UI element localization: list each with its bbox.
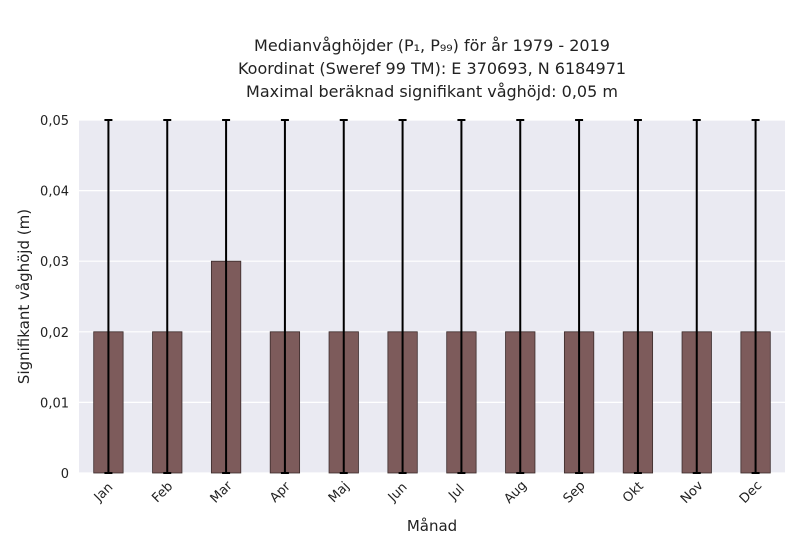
chart-title: Medianvåghöjder (P₁, P₉₉) för år 1979 - … [0, 34, 800, 103]
y-tick-label: 0,05 [40, 114, 69, 129]
x-axis-label: Månad [407, 517, 457, 535]
chart-title-line-3: Maximal beräknad signifikant våghöjd: 0,… [246, 82, 618, 101]
x-tick-label: Nov [678, 478, 707, 507]
y-tick-label: 0,04 [40, 185, 69, 200]
x-tick-label: Feb [149, 479, 176, 506]
x-tick-label: Maj [326, 479, 353, 506]
x-tick-label: Apr [267, 479, 294, 506]
chart-title-line-2: Koordinat (Sweref 99 TM): E 370693, N 61… [237, 59, 627, 78]
y-tick-labels: 0 0,01 0,02 0,03 0,04 0,05 [40, 114, 69, 482]
x-tick-label: Jun [385, 480, 411, 506]
x-tick-label: Jul [445, 482, 467, 504]
x-tick-label: Dec [737, 478, 765, 506]
y-tick-label: 0,01 [40, 396, 69, 411]
x-tick-label: Jan [91, 480, 116, 505]
y-tick-label: 0,02 [40, 326, 69, 341]
x-tick-label: Mar [208, 478, 236, 506]
x-tick-label: Aug [501, 478, 530, 507]
grid-lines [79, 119, 785, 474]
chart-title-line-1: Medianvåghöjder (P₁, P₉₉) för år 1979 - … [254, 36, 610, 55]
plot-area [79, 120, 785, 473]
y-tick-label: 0 [61, 467, 69, 482]
x-tick-labels: Jan Feb Mar Apr Maj Jun Jul Aug Sep Okt Nov Dec [91, 478, 765, 507]
x-tick-label: Sep [561, 479, 589, 507]
y-axis-label: Signifikant våghöjd (m) [15, 209, 33, 384]
error-bars [104, 119, 760, 474]
x-tick-label: Okt [620, 479, 647, 506]
y-tick-label: 0,03 [40, 255, 69, 270]
